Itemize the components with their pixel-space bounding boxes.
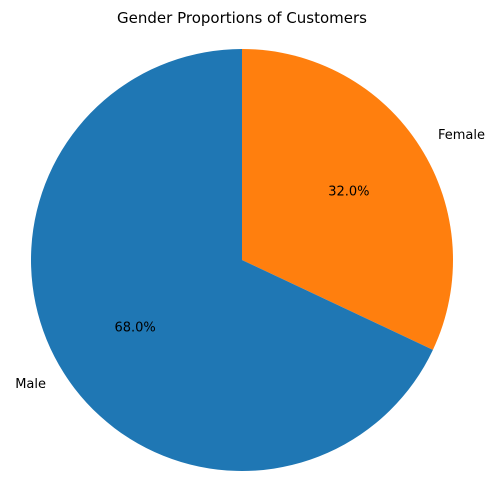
- slice-percent-female: 32.0%: [328, 185, 369, 200]
- pie-slice-female: [242, 49, 454, 350]
- pie-slice-male: [31, 49, 433, 472]
- pie-slices: [31, 49, 454, 472]
- chart-title: Gender Proportions of Customers: [117, 9, 367, 27]
- pie-labels: Female 32.0% Male 68.0%: [15, 128, 485, 392]
- slice-label-male: Male: [15, 377, 46, 392]
- slice-percent-male: 68.0%: [114, 320, 155, 335]
- slice-label-female: Female: [438, 128, 485, 143]
